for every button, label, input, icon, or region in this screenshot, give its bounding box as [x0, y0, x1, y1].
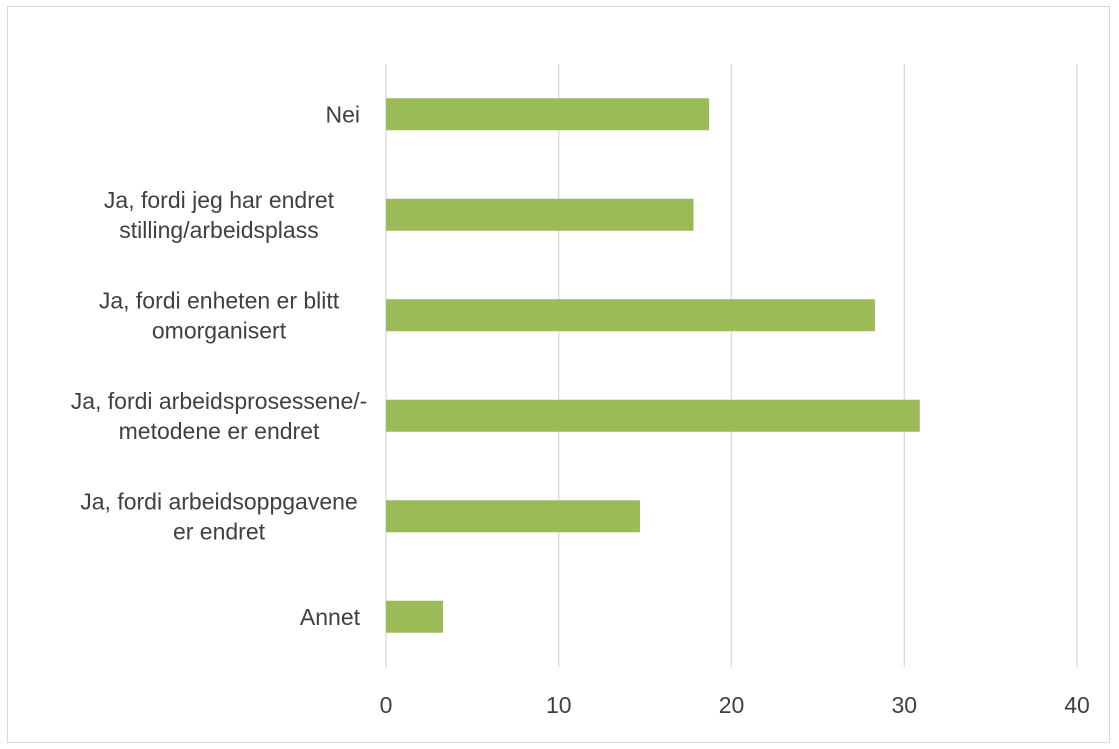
category-label-line: Annet: [300, 604, 361, 630]
category-label: Annet: [300, 604, 361, 630]
bar: [386, 98, 710, 131]
x-tick-label: 0: [380, 692, 393, 718]
bar: [386, 299, 875, 332]
bar: [386, 600, 444, 633]
gridlines: [385, 64, 1078, 667]
category-label-line: metodene er endret: [119, 418, 320, 444]
category-label-line: Ja, fordi enheten er blitt: [99, 287, 340, 313]
x-tick-label: 20: [719, 692, 745, 718]
bars: [386, 98, 920, 633]
category-label: Nei: [325, 101, 360, 127]
x-tick-label: 40: [1064, 692, 1090, 718]
category-labels: Nei Ja, fordi jeg har endret stilling/arbe…: [71, 101, 368, 630]
category-label: Ja, fordi enheten er blitt omorganisert: [99, 287, 340, 343]
bar: [386, 399, 920, 432]
x-tick-label: 30: [891, 692, 917, 718]
category-label: Ja, fordi arbeidsprosessene/- metodene er…: [71, 388, 368, 444]
bar: [386, 198, 694, 231]
category-label-line: er endret: [173, 518, 266, 544]
category-label: Ja, fordi arbeidsoppgavene er endret: [80, 488, 357, 544]
category-label-line: stilling/arbeidsplass: [119, 217, 318, 243]
category-label-line: Ja, fordi jeg har endret: [104, 187, 335, 213]
bar: [386, 500, 640, 533]
x-tick-label: 10: [546, 692, 572, 718]
x-axis-tick-labels: 0 10 20 30 40: [380, 692, 1090, 718]
category-label-line: Nei: [325, 101, 360, 127]
category-label-line: Ja, fordi arbeidsprosessene/-: [71, 388, 368, 414]
category-label: Ja, fordi jeg har endret stilling/arbeids…: [104, 187, 335, 243]
category-label-line: omorganisert: [152, 317, 287, 343]
category-label-line: Ja, fordi arbeidsoppgavene: [80, 488, 357, 514]
